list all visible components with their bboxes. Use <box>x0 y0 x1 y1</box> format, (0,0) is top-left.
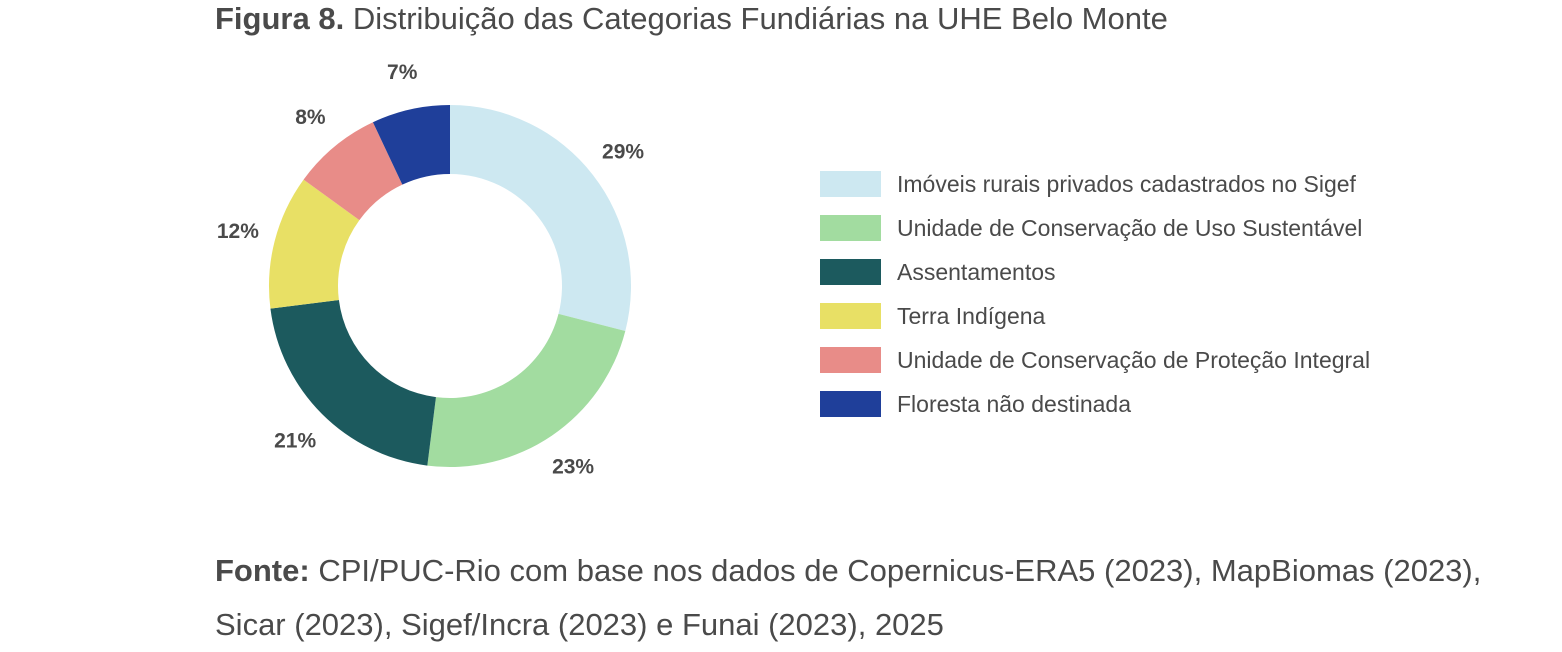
slice-value-label: 23% <box>552 456 594 479</box>
donut-slice <box>427 313 626 467</box>
figure-title-text: Distribuição das Categorias Fundiárias n… <box>352 1 1168 36</box>
slice-value-label: 12% <box>217 220 259 243</box>
legend-item: Terra Indígena <box>820 294 1370 338</box>
legend-swatch <box>820 171 881 197</box>
legend-swatch <box>820 259 881 285</box>
legend-swatch <box>820 303 881 329</box>
donut-slice <box>269 179 360 309</box>
legend-label: Unidade de Conservação de Uso Sustentáve… <box>897 214 1363 241</box>
legend-swatch <box>820 215 881 241</box>
legend-swatch <box>820 347 881 373</box>
legend-item: Unidade de Conservação de Uso Sustentáve… <box>820 206 1370 250</box>
slice-value-label: 7% <box>387 61 418 84</box>
figure-title: Figura 8. Distribuição das Categorias Fu… <box>215 0 1168 38</box>
donut-slice <box>303 122 403 221</box>
legend-item: Imóveis rurais privados cadastrados no S… <box>820 162 1370 206</box>
donut-slice <box>372 105 450 185</box>
figure-title-prefix: Figura 8. <box>215 1 345 36</box>
legend-swatch <box>820 391 881 417</box>
source-prefix: Fonte: <box>215 553 310 588</box>
legend-item: Assentamentos <box>820 250 1370 294</box>
legend-item: Floresta não destinada <box>820 382 1370 426</box>
legend-label: Floresta não destinada <box>897 390 1131 417</box>
donut-chart: 29% 23% 21% 12% 8% 7% <box>217 61 645 479</box>
legend-label: Assentamentos <box>897 258 1056 285</box>
donut-slice <box>270 300 436 466</box>
legend-item: Unidade de Conservação de Proteção Integ… <box>820 338 1370 382</box>
source-text: CPI/PUC-Rio com base nos dados de Copern… <box>215 553 1482 642</box>
legend-label: Unidade de Conservação de Proteção Integ… <box>897 346 1371 373</box>
slice-value-label: 29% <box>602 140 644 163</box>
chart-legend: Imóveis rurais privados cadastrados no S… <box>820 162 1370 426</box>
slice-value-label: 8% <box>295 106 326 129</box>
donut-slice <box>450 105 631 332</box>
figure-source: Fonte: CPI/PUC-Rio com base nos dados de… <box>215 544 1535 652</box>
legend-label: Imóveis rurais privados cadastrados no S… <box>897 170 1356 197</box>
slice-value-label: 21% <box>274 429 316 452</box>
legend-label: Terra Indígena <box>897 302 1046 329</box>
